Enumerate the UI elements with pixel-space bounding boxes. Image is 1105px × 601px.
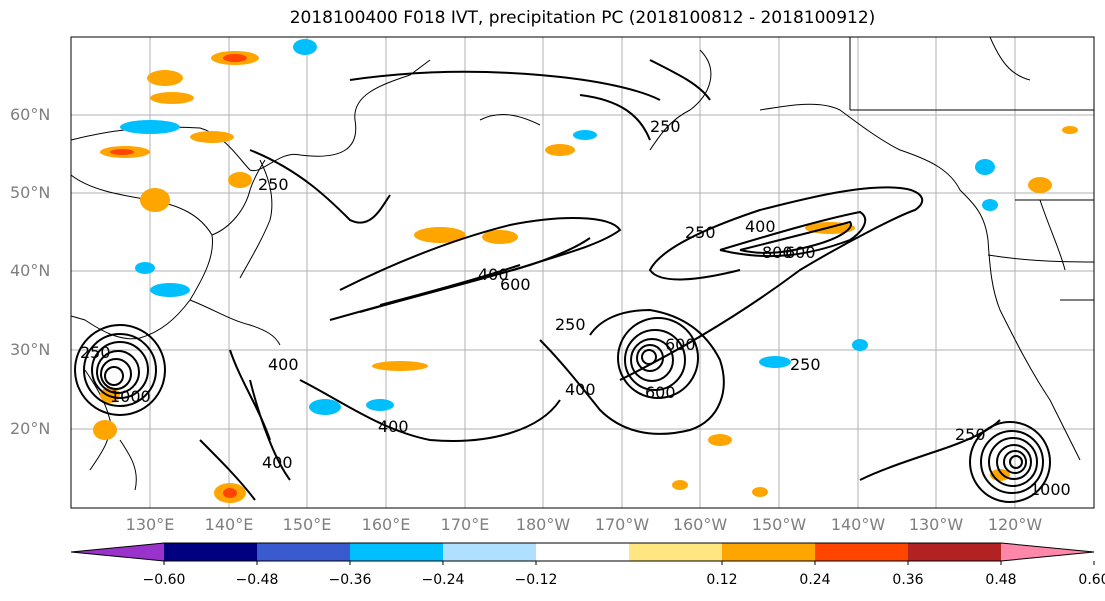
colorbar xyxy=(70,542,1095,565)
lon-label: 150°E xyxy=(282,515,332,534)
gridlines xyxy=(71,37,1094,508)
colorbar-tick-label: −0.36 xyxy=(328,572,372,588)
colorbar-segment xyxy=(815,543,908,561)
lon-label: 170°E xyxy=(440,515,490,534)
contour-label: 250 xyxy=(555,315,586,334)
contour-label: 400 xyxy=(565,380,596,399)
contour-label: 250 xyxy=(955,425,986,444)
contour-label: 1000 xyxy=(110,387,151,406)
lon-label: 130°E xyxy=(125,515,175,534)
contour-label: 250 xyxy=(258,175,289,194)
plot-border xyxy=(70,36,1095,509)
lon-label: 180°W xyxy=(515,515,571,534)
colorbar-segment xyxy=(1001,543,1094,561)
colorbar-segment xyxy=(722,543,815,561)
colorbar-tick-label: 0.60 xyxy=(1078,572,1105,588)
colorbar-tick-label: −0.24 xyxy=(421,572,465,588)
colorbar-tick-label: 0.12 xyxy=(706,572,738,588)
lat-label: 60°N xyxy=(10,105,51,124)
contour-label-group: 250 400 800 600 400 600 250 400 400 400 … xyxy=(80,117,1071,499)
contour-label: 600 xyxy=(785,243,816,262)
colorbar-segment xyxy=(536,543,629,561)
lon-label: 140°E xyxy=(204,515,254,534)
contour-label: 400 xyxy=(478,265,509,284)
ivt-contours xyxy=(199,59,1001,501)
colorbar-segment xyxy=(71,543,164,561)
colorbar-tick-label: −0.60 xyxy=(142,572,186,588)
contour-label: 400 xyxy=(745,217,776,236)
colorbar-segment xyxy=(350,543,443,561)
lat-label: 20°N xyxy=(10,419,51,438)
lon-label: 160°W xyxy=(672,515,728,534)
contour-label: 1000 xyxy=(1030,480,1071,499)
colorbar-tick-label: −0.48 xyxy=(235,572,279,588)
contour-label: 250 xyxy=(80,343,111,362)
colorbar-tick-label: 0.24 xyxy=(799,572,831,588)
coastlines xyxy=(71,37,1094,491)
colorbar-segment xyxy=(257,543,350,561)
colorbar-tick-label: 0.48 xyxy=(985,572,1017,588)
lat-label: 40°N xyxy=(10,261,51,280)
lon-label: 130°W xyxy=(908,515,964,534)
contour-label: 800 xyxy=(762,243,793,262)
contour-label: 600 xyxy=(645,383,676,402)
contour-label: 400 xyxy=(268,355,299,374)
colorbar-tick-label: −0.12 xyxy=(514,572,558,588)
contour-label: 400 xyxy=(378,417,409,436)
lat-label: 50°N xyxy=(10,183,51,202)
contour-label: 400 xyxy=(262,453,293,472)
colorbar-segment xyxy=(908,543,1001,561)
contour-label: 600 xyxy=(500,275,531,294)
lon-label: 160°E xyxy=(361,515,411,534)
lon-label: 170°W xyxy=(594,515,650,534)
cyclone-contours xyxy=(74,317,1051,503)
contour-label: 250 xyxy=(685,223,716,242)
contour-label: 250 xyxy=(650,117,681,136)
lon-label: 120°W xyxy=(987,515,1043,534)
colorbar-segment xyxy=(164,543,257,561)
precip-shading xyxy=(93,39,1078,503)
contour-label: 600 xyxy=(665,335,696,354)
colorbar-segment xyxy=(443,543,536,561)
lat-label: 30°N xyxy=(10,340,51,359)
contour-label: 250 xyxy=(790,355,821,374)
lon-label: 150°W xyxy=(751,515,807,534)
figure-title: 2018100400 F018 IVT, precipitation PC (2… xyxy=(289,8,876,28)
colorbar-segment xyxy=(629,543,722,561)
lon-label: 140°W xyxy=(830,515,886,534)
colorbar-tick-label: 0.36 xyxy=(892,572,924,588)
